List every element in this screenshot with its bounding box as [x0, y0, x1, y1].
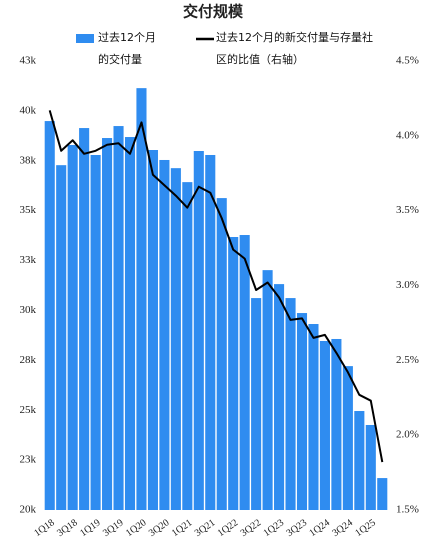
x-tick-label: 3Q23	[285, 517, 310, 539]
bar	[377, 478, 388, 510]
x-tick-label: 3Q22	[239, 517, 264, 539]
x-tick-label: 1Q23	[262, 517, 287, 539]
x-tick-label: 1Q21	[170, 517, 195, 539]
x-tick-label: 1Q25	[353, 517, 378, 539]
y2-tick-label: 1.5%	[396, 504, 419, 516]
bar	[274, 284, 285, 510]
y-tick-label: 35k	[20, 204, 37, 216]
bar	[67, 145, 78, 511]
bar	[113, 126, 124, 510]
y-tick-label: 30k	[20, 304, 37, 316]
y-tick-label: 28k	[20, 354, 37, 366]
y-tick-label: 40k	[20, 104, 37, 116]
bar	[342, 366, 353, 510]
x-tick-label: 1Q22	[216, 517, 241, 539]
bar	[354, 411, 365, 510]
bar	[79, 128, 90, 510]
bar	[365, 424, 376, 510]
y2-tick-label: 2.5%	[396, 354, 419, 366]
legend-label: 过去12个月的交付量	[98, 31, 156, 66]
bar	[228, 237, 239, 510]
y-tick-label: 20k	[20, 504, 37, 516]
x-tick-label: 3Q20	[147, 517, 172, 539]
legend-swatch-bar	[76, 34, 94, 43]
y-tick-label: 23k	[20, 454, 37, 466]
y2-tick-label: 3.5%	[396, 204, 419, 216]
x-tick-label: 1Q24	[307, 517, 332, 539]
y2-tick-label: 3.0%	[396, 279, 419, 291]
bar	[193, 150, 204, 510]
y-tick-label: 43k	[20, 55, 37, 67]
x-tick-label: 1Q20	[124, 517, 149, 539]
bar	[90, 154, 101, 510]
bar	[205, 154, 216, 510]
bar	[262, 270, 273, 510]
bar	[147, 150, 158, 511]
line	[48, 110, 384, 463]
bar	[296, 313, 308, 510]
bar	[170, 168, 181, 511]
bar	[285, 298, 296, 510]
x-tick-label: 3Q24	[330, 517, 355, 539]
bar	[56, 165, 67, 510]
bar	[136, 88, 147, 510]
bar	[251, 298, 262, 510]
bar	[44, 121, 55, 510]
legend-label: 过去12个月的新交付量与存量社区的比值（右轴）	[216, 31, 373, 66]
bar	[331, 338, 342, 510]
x-tick-label: 1Q19	[78, 517, 103, 539]
bar	[239, 235, 250, 510]
y-tick-label: 33k	[20, 254, 37, 266]
bar	[308, 324, 319, 510]
y-tick-label: 38k	[20, 154, 37, 166]
x-tick-label: 3Q18	[55, 517, 80, 539]
y-tick-label: 25k	[20, 404, 37, 416]
bar	[102, 138, 113, 510]
chart-title: 交付规模	[183, 3, 244, 21]
bar	[182, 182, 193, 510]
x-tick-label: 3Q21	[193, 517, 218, 539]
x-tick-label: 3Q19	[101, 517, 126, 539]
x-tick-label: 1Q18	[32, 517, 57, 539]
y2-tick-label: 4.5%	[396, 55, 419, 67]
y2-tick-label: 4.0%	[396, 129, 419, 141]
bar	[124, 137, 136, 510]
bar	[319, 340, 330, 510]
bar	[216, 198, 227, 510]
y2-tick-label: 2.0%	[396, 429, 419, 441]
bar	[159, 159, 170, 510]
